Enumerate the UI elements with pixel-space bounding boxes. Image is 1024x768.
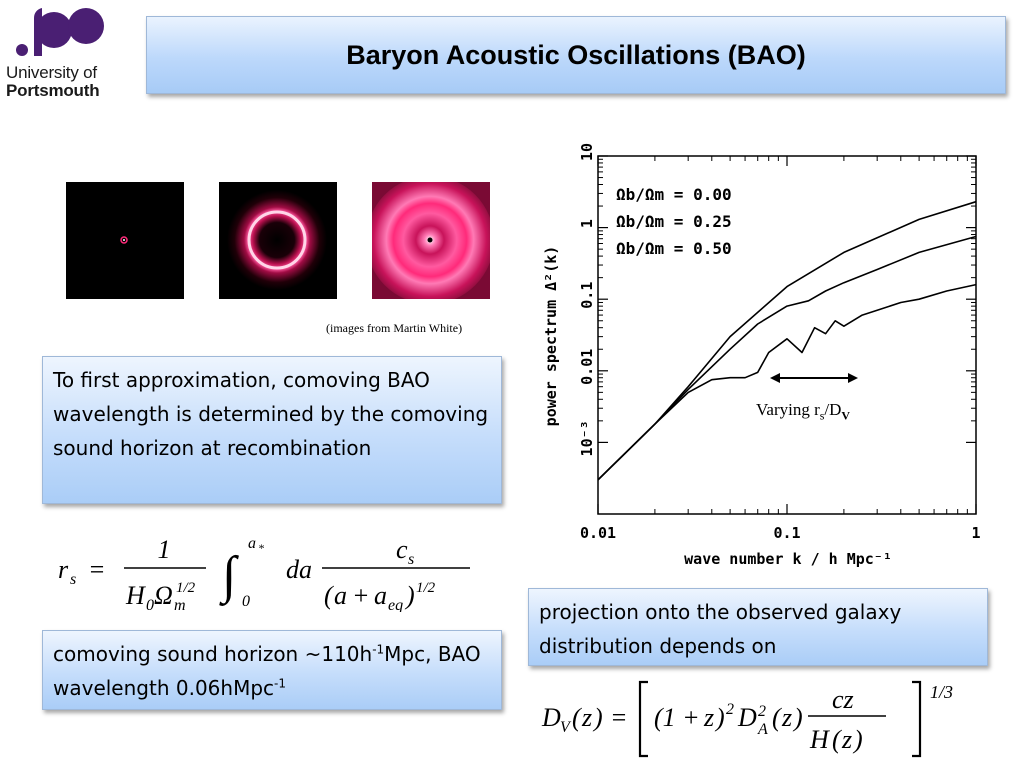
legend-entry: Ωb/Ωm = 0.25 xyxy=(616,212,732,231)
svg-text:2: 2 xyxy=(758,703,766,720)
svg-text:c: c xyxy=(396,535,408,564)
svg-text:∫: ∫ xyxy=(219,547,239,606)
varying-sub2: V xyxy=(841,408,851,423)
x-ticks: 0.01 0.1 1 xyxy=(580,156,981,542)
bao-image-mid xyxy=(219,182,337,299)
svg-text:r: r xyxy=(58,555,69,584)
logo-line1: University of xyxy=(6,63,97,82)
logo-dot-small xyxy=(16,44,28,56)
y-tick-label: 0.1 xyxy=(578,282,596,309)
y-tick-label: 1 xyxy=(578,219,596,228)
svg-text:A: A xyxy=(757,721,768,738)
series-lines xyxy=(597,200,977,481)
box1-text: To first approximation, comoving BAO wav… xyxy=(53,368,489,460)
dv-formula: D V (z) = (1 + z ) 2 D 2 A (z) cz H (z) … xyxy=(541,680,953,758)
sound-horizon-formula: r s = 1 H 0 Ω m 1/2 ∫ a * 0 da c s ( a +… xyxy=(58,535,470,612)
svg-text:(: ( xyxy=(324,581,334,610)
svg-text:=: = xyxy=(610,703,628,732)
y-tick-label: 10 xyxy=(578,143,596,161)
svg-text:da: da xyxy=(286,555,312,584)
x-tick-label: 1 xyxy=(971,524,980,542)
y-tick-label: 10⁻³ xyxy=(578,420,596,456)
svg-text:2: 2 xyxy=(726,701,734,718)
explanation-box-projection: projection onto the observed galaxy dist… xyxy=(528,588,988,666)
svg-text:H: H xyxy=(809,725,830,754)
logo-circle-right xyxy=(68,8,104,44)
svg-text:): ) xyxy=(852,725,863,754)
logo-line2: Portsmouth xyxy=(6,81,100,100)
box2-sup1: -1 xyxy=(372,642,385,657)
box3-text: projection onto the observed galaxy dist… xyxy=(539,600,902,658)
y-tick-label: 0.01 xyxy=(578,349,596,385)
svg-text:Ω: Ω xyxy=(154,581,173,610)
logo-text: University of Portsmouth xyxy=(6,63,100,100)
logo-circle-left xyxy=(36,12,72,48)
page-title: Baryon Acoustic Oscillations (BAO) xyxy=(346,39,806,70)
svg-text:a: a xyxy=(248,535,256,552)
svg-text:cz: cz xyxy=(832,685,854,714)
svg-text:(1 +: (1 + xyxy=(654,703,700,732)
bao-image-late xyxy=(372,182,490,299)
svg-text:(: ( xyxy=(832,725,842,754)
box2-sup2: -1 xyxy=(274,676,286,691)
box2-mid: Mpc, BAO wavelength 0.06hMpc xyxy=(53,642,481,700)
svg-text:eq: eq xyxy=(388,597,403,612)
svg-text:=: = xyxy=(88,555,106,584)
svg-text:1/2: 1/2 xyxy=(416,580,436,596)
svg-text:V: V xyxy=(560,719,572,736)
svg-text:D: D xyxy=(541,703,561,732)
series-line-2 xyxy=(597,283,977,481)
svg-text:z: z xyxy=(581,703,592,732)
varying-slash: /D xyxy=(824,400,842,419)
svg-text:): ) xyxy=(404,581,415,610)
legend: Ωb/Ωm = 0.00 Ωb/Ωm = 0.25 Ωb/Ωm = 0.50 xyxy=(616,185,732,258)
svg-text:a: a xyxy=(334,581,347,610)
svg-text:z: z xyxy=(781,703,792,732)
svg-text:*: * xyxy=(258,541,264,555)
svg-text:+: + xyxy=(352,581,370,610)
x-tick-label: 0.01 xyxy=(580,524,616,542)
varying-sub1: s xyxy=(819,408,825,423)
svg-text:0: 0 xyxy=(146,597,154,612)
svg-text:z: z xyxy=(703,703,714,732)
image-credit: (images from Martin White) xyxy=(326,321,463,335)
svg-text:a: a xyxy=(374,581,387,610)
svg-text:D: D xyxy=(737,703,757,732)
legend-entry: Ωb/Ωm = 0.00 xyxy=(616,185,732,204)
series-line-1 xyxy=(597,235,977,481)
svg-text:s: s xyxy=(70,571,76,588)
svg-text:m: m xyxy=(174,597,186,612)
varying-text: Varying r xyxy=(756,400,820,419)
y-axis-label: power spectrum Δ²(k) xyxy=(542,246,560,427)
university-logo xyxy=(16,8,104,56)
box2-pre: comoving sound horizon ~110h xyxy=(53,642,373,666)
varying-arrow xyxy=(770,373,858,383)
x-axis-label: wave number k / h Mpc⁻¹ xyxy=(684,550,892,568)
varying-label: Varying rs/DV xyxy=(756,400,850,423)
svg-text:(: ( xyxy=(772,703,782,732)
svg-text:z: z xyxy=(841,725,852,754)
title-banner: Baryon Acoustic Oscillations (BAO) xyxy=(146,16,1006,94)
y-ticks: 10⁻³ 0.01 0.1 1 10 xyxy=(578,143,976,456)
svg-text:(: ( xyxy=(572,703,582,732)
svg-text:1/3: 1/3 xyxy=(930,682,953,702)
explanation-box-wavelength: comoving sound horizon ~110h-1Mpc, BAO w… xyxy=(42,630,502,710)
explanation-box-horizon: To first approximation, comoving BAO wav… xyxy=(42,356,502,504)
bao-image-early xyxy=(66,182,184,299)
svg-text:0: 0 xyxy=(242,593,250,610)
svg-text:): ) xyxy=(792,703,803,732)
svg-text:): ) xyxy=(592,703,603,732)
x-tick-label: 0.1 xyxy=(773,524,800,542)
svg-text:): ) xyxy=(714,703,725,732)
svg-text:s: s xyxy=(408,551,414,568)
svg-text:1: 1 xyxy=(158,535,171,564)
plot-frame xyxy=(597,155,977,515)
svg-text:H: H xyxy=(125,581,146,610)
svg-text:1/2: 1/2 xyxy=(176,580,196,596)
legend-entry: Ωb/Ωm = 0.50 xyxy=(616,239,732,258)
